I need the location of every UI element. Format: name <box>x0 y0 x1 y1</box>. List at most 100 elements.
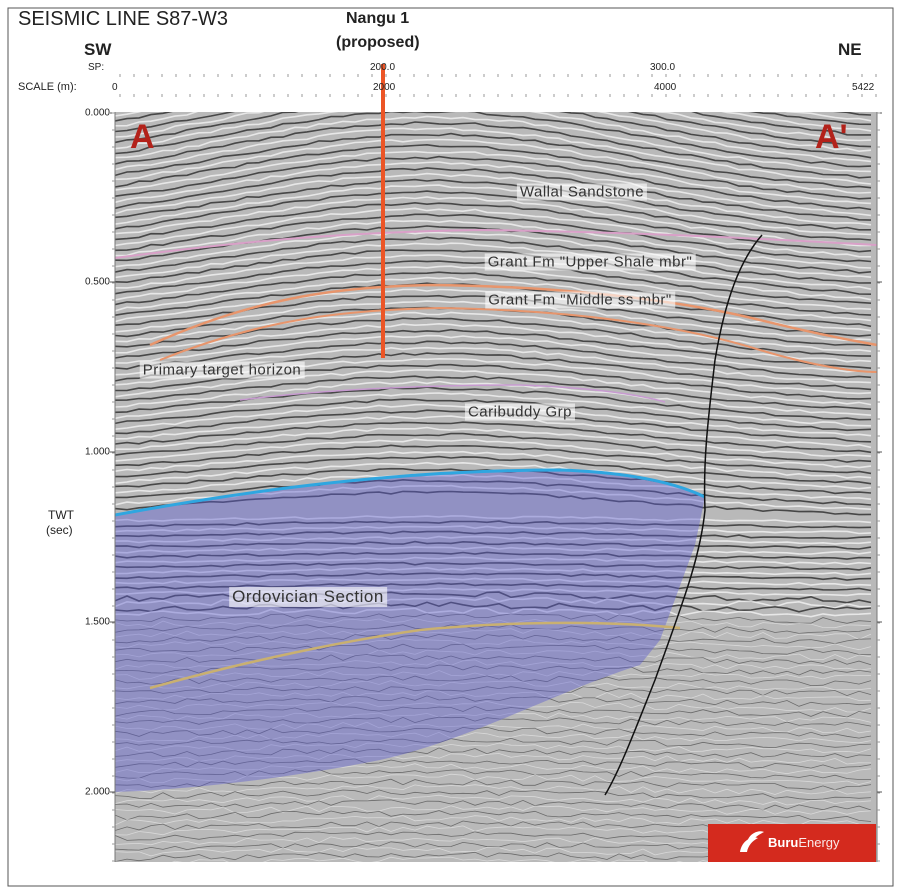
unit-label: Caribuddy Grp <box>464 403 576 421</box>
reflector <box>115 473 872 500</box>
reflector <box>115 628 872 640</box>
reflector <box>115 121 872 179</box>
reflector <box>785 112 872 122</box>
seismic-texture <box>115 112 872 883</box>
y-tick-label: 1.500 <box>84 616 110 628</box>
reflector <box>115 863 871 874</box>
well-note: (proposed) <box>336 34 420 51</box>
reflector <box>115 868 871 878</box>
sp-label: SP: <box>88 62 105 73</box>
reflector <box>115 155 872 211</box>
reflector <box>115 520 872 529</box>
reflector <box>115 112 871 136</box>
reflector <box>115 633 872 645</box>
unit-label: Primary target horizon <box>139 361 305 379</box>
reflector <box>115 551 872 560</box>
reflector <box>115 432 872 463</box>
reflector <box>115 127 872 185</box>
reflector <box>115 426 872 457</box>
reflector <box>115 138 872 194</box>
y-axis-label: (sec) <box>46 523 73 537</box>
reflector <box>115 556 872 566</box>
reflector <box>115 721 872 734</box>
reflector <box>115 805 872 815</box>
reflector <box>115 561 872 571</box>
unit-label: Grant Fm "Upper Shale mbr" <box>484 253 696 271</box>
reflector <box>115 690 872 701</box>
reflector <box>115 115 872 173</box>
reflector <box>115 535 872 545</box>
reflector <box>115 763 872 775</box>
left-end: SW <box>84 40 112 59</box>
frame <box>7 7 894 887</box>
reflector <box>115 450 872 479</box>
reflector <box>115 525 872 535</box>
reflector <box>115 207 872 258</box>
reflector <box>115 271 872 316</box>
horizon-purple <box>239 384 666 403</box>
reflector <box>115 582 872 592</box>
reflector <box>115 794 872 806</box>
reflector <box>115 112 872 168</box>
reflector <box>115 112 872 159</box>
reflector <box>115 112 872 148</box>
reflector <box>115 624 872 634</box>
reflector <box>115 143 872 200</box>
reflector <box>115 112 872 163</box>
reflector <box>115 675 872 687</box>
logo-name: Buru <box>768 835 799 850</box>
reflector <box>115 577 872 587</box>
reflector <box>115 747 872 759</box>
reflector <box>115 242 872 290</box>
reflector <box>115 649 872 660</box>
reflector <box>115 444 872 475</box>
reflector <box>115 874 871 883</box>
right-end: NE <box>838 40 862 59</box>
unit-label: Ordovician Section <box>229 587 387 607</box>
horizon-yellow <box>149 621 681 690</box>
reflector <box>115 695 872 707</box>
y-tick-label: 2.000 <box>84 786 110 798</box>
reflector <box>115 112 872 153</box>
reflector <box>115 421 872 454</box>
horizon-pink <box>114 228 878 259</box>
reflector <box>115 150 872 205</box>
reflector <box>115 167 872 221</box>
reflector <box>115 778 872 791</box>
y-tick-label: 0.000 <box>84 107 110 119</box>
reflector <box>115 530 872 540</box>
tick-marks <box>110 74 882 862</box>
reflector <box>115 810 872 822</box>
reflector <box>115 607 872 618</box>
reflector <box>115 112 872 142</box>
reflector <box>115 643 871 655</box>
horizon-orange <box>149 283 878 347</box>
reflector <box>115 276 872 322</box>
logo-suffix: Energy <box>798 835 840 850</box>
unit-label: Grant Fm "Middle ss mbr" <box>485 291 675 309</box>
section-end: A <box>130 118 155 156</box>
reflector <box>115 249 872 295</box>
y-axis-label: TWT <box>48 508 74 522</box>
reflector <box>115 856 730 862</box>
reflector <box>115 540 872 550</box>
reflector <box>115 700 872 713</box>
logo-box <box>708 824 876 862</box>
reflector <box>115 172 872 226</box>
scale-tick: 0 <box>112 82 118 93</box>
logo-icon <box>740 831 764 852</box>
reflector <box>115 196 872 247</box>
scale-tick: 5422 <box>852 82 875 93</box>
reflector <box>115 311 872 353</box>
sp-tick: 200.0 <box>370 62 396 73</box>
reflector <box>115 566 872 576</box>
reflector <box>115 398 872 432</box>
reflector <box>115 638 872 651</box>
reflector <box>115 201 872 253</box>
reflector <box>115 375 872 410</box>
reflector <box>115 654 872 666</box>
reflector <box>115 213 872 263</box>
reflector <box>115 380 872 416</box>
reflector <box>115 490 872 516</box>
reflector <box>115 340 872 379</box>
